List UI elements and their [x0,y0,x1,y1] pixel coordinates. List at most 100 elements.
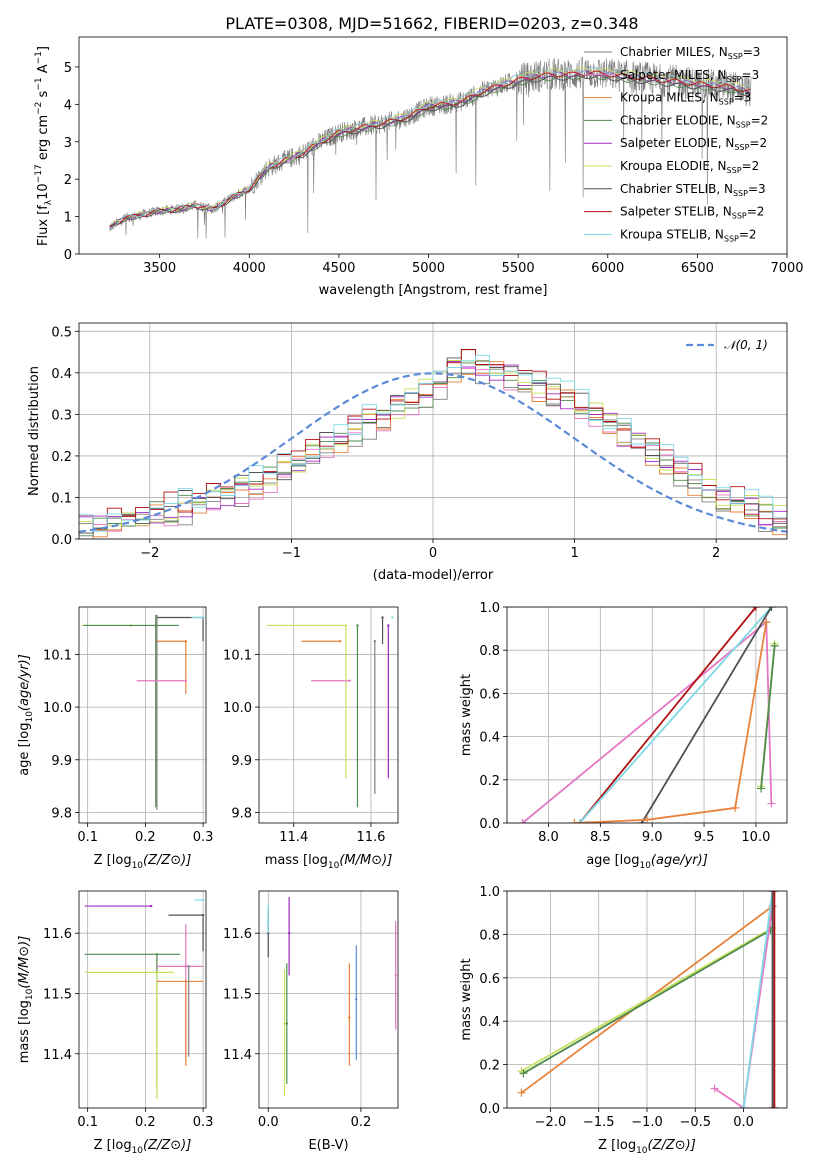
axes-frame [78,36,788,255]
y-tick-label: 0.6 [479,972,500,987]
series-marker [739,1104,748,1108]
model-line [109,70,751,227]
legend-label: Kroupa STELIB, NSSP=2 [620,227,757,243]
legend-label: Kroupa ELODIE, NSSP=2 [620,159,759,175]
y-tick-label: 0.6 [479,687,500,702]
x-axis-label: Z [log10(Z/Z⊙)] [598,1138,696,1156]
data-point [184,965,187,968]
panel-3: 0.1 0.2 0.3 9.8 9.9 10.0 10.1 Z [log10(Z/Z⊙)] ag… [17,606,214,871]
x-tick-label: −0.5 [679,1115,711,1130]
data-point [184,679,187,682]
series-line [760,645,776,789]
axes-frame [78,322,788,540]
y-tick-label: 1.0 [479,885,500,900]
axes-frame [258,890,399,1109]
series-marker [570,819,579,823]
x-tick-label: 11.4 [279,830,308,845]
series-marker [768,891,777,895]
y-tick-label: 9.8 [231,806,252,821]
x-axis-label: wavelength [Angstrom, rest frame] [319,283,548,298]
y-axis-label: mass weight [459,674,474,756]
series-marker [751,607,760,611]
legend-label: Chabrier STELIB, NSSP=3 [620,182,766,198]
series-marker [519,1069,528,1078]
data-point [391,616,394,619]
data-point [355,998,358,1001]
y-tick-label: 11.4 [223,1048,252,1063]
axes-frame [78,890,207,1109]
model-line [109,67,751,227]
model-line [109,74,751,227]
legend-label: Kroupa MILES, NSSP=3 [620,91,751,107]
x-tick-label: 9.5 [694,830,715,845]
x-tick-label: 1 [570,546,578,561]
series-marker [767,799,776,808]
y-tick-label: 0.4 [479,731,500,746]
y-axis-label: Flux [fλ10−17 erg cm−2 s−1 A−1] [34,46,54,246]
y-tick-label: 0.2 [51,450,72,465]
observed-spectrum [109,56,752,239]
series-marker [518,819,527,823]
y-tick-label: 0 [64,248,72,263]
x-tick-label: 11.6 [356,830,385,845]
y-tick-label: 0.1 [51,491,72,506]
x-tick-label: 0.3 [193,830,214,845]
series-line [578,607,773,823]
x-tick-label: 0.0 [258,1115,279,1130]
x-axis-label: age [log10(age/yr)] [586,853,708,871]
y-tick-label: 4 [64,98,72,113]
series-marker [517,1067,526,1076]
y-tick-label: 0.0 [479,817,500,832]
y-tick-label: 0.0 [51,533,72,548]
x-tick-label: −1 [282,546,301,561]
panel-2: −2 −1 0 1 2 0.0 0.1 0.2 0.3 0.4 0.5 𝒩(0, 1) (data-mo… [27,322,788,583]
y-tick-label: 0.5 [51,325,72,340]
normal-curve [79,372,787,533]
legend-label: Chabrier ELODIE, NSSP=2 [620,113,768,129]
y-tick-label: 0.4 [51,367,72,382]
panel-7: 0.0 0.2 11.4 11.5 11.6 E(B-V) [223,890,399,1153]
series-marker [770,891,779,895]
axes-frame [506,890,788,1109]
data-point [201,913,205,917]
x-tick-label: 5000 [412,261,445,276]
model-line [109,73,751,231]
data-point [348,1016,351,1019]
data-point [356,624,359,627]
y-tick-label: 11.5 [223,987,252,1002]
x-tick-label: −1.0 [631,1115,663,1130]
plot-area [267,897,397,1096]
plot-area [84,898,205,1099]
series-line [574,621,768,823]
panel-1: 3500 4000 4500 5000 5500 6000 6500 7000 0 1 2 3 4 5 Ch… [34,36,804,298]
axes-frame [506,606,788,824]
y-axis-label: mass [log10(M/M⊙)] [17,936,35,1064]
plot-area [81,614,205,810]
x-tick-label: 10.0 [741,830,770,845]
series-line [521,927,773,1072]
series-line [742,891,774,1108]
series-line [641,607,773,823]
data-point [285,1022,288,1025]
data-point [155,953,159,956]
y-tick-label: 9.8 [51,806,72,821]
legend-label: Salpeter ELODIE, NSSP=2 [620,136,767,152]
data-point [184,640,187,643]
y-axis-label: Normed distribution [27,366,42,496]
x-tick-label: 2 [712,546,720,561]
data-point [283,1022,286,1025]
x-tick-label: 0.3 [193,1115,214,1130]
y-tick-label: 10.0 [223,701,252,716]
x-tick-label: 0.2 [351,1115,372,1130]
y-tick-label: 11.6 [223,927,252,942]
x-tick-label: 0.1 [77,1115,98,1130]
data-point [155,971,159,974]
data-point [287,931,291,935]
x-tick-label: 5500 [502,261,535,276]
x-axis-label: mass [log10(M/M⊙)] [265,853,393,871]
data-point [348,679,351,682]
y-tick-label: 9.9 [231,754,252,769]
legend-label: Chabrier MILES, NSSP=3 [620,45,760,61]
x-axis-label: E(B-V) [308,1138,348,1153]
legend-label: Salpeter MILES, NSSP=3 [620,68,759,84]
